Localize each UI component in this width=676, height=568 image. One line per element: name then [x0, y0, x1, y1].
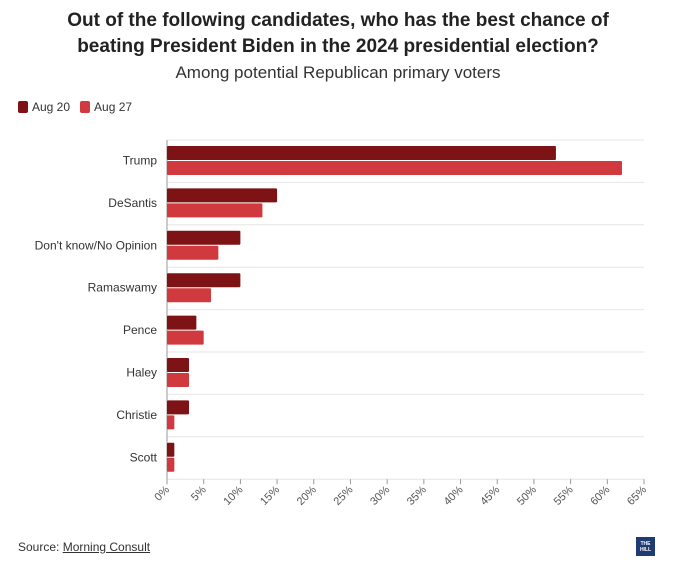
bar — [167, 330, 204, 345]
x-tick-label: 40% — [442, 484, 466, 508]
bar — [167, 161, 622, 175]
legend-item-aug27: Aug 27 — [80, 100, 132, 114]
category-label: Pence — [123, 323, 157, 337]
chart-title-line-1: Out of the following candidates, who has… — [67, 10, 609, 31]
x-tick-label: 0% — [152, 484, 172, 504]
the-hill-logo: THE HILL — [636, 537, 655, 556]
x-tick-label: 10% — [221, 484, 245, 508]
x-tick-label: 30% — [368, 484, 392, 508]
source-note: Source: Morning Consult — [18, 540, 150, 554]
bar — [167, 230, 241, 245]
legend-label-aug20: Aug 20 — [32, 100, 71, 114]
legend-item-aug20: Aug 20 — [18, 100, 70, 114]
bar — [167, 442, 175, 457]
source-link[interactable]: Morning Consult — [62, 540, 151, 554]
legend-swatch-aug20 — [18, 101, 28, 113]
bar — [167, 415, 175, 430]
chart-title-line-2: beating President Biden in the 2024 pres… — [77, 36, 599, 57]
bar — [167, 315, 197, 330]
chart-legend: Aug 20 Aug 27 — [18, 100, 132, 114]
bar — [167, 245, 219, 260]
bar — [167, 358, 190, 372]
source-prefix: Source: — [18, 540, 63, 554]
bar — [167, 188, 278, 203]
x-tick-label: 50% — [515, 484, 539, 508]
category-label: Christie — [116, 408, 157, 422]
category-label: Don't know/No Opinion — [35, 238, 157, 252]
chart-title: Out of the following candidates, who has… — [0, 8, 676, 60]
x-tick-label: 60% — [588, 484, 612, 508]
bar — [167, 457, 175, 472]
bar — [167, 273, 241, 288]
bar — [167, 373, 190, 387]
x-tick-label: 45% — [478, 484, 502, 508]
category-label: DeSantis — [108, 196, 157, 210]
legend-swatch-aug27 — [80, 101, 91, 113]
category-label: Ramaswamy — [88, 281, 157, 295]
x-tick-label: 25% — [332, 484, 356, 508]
x-tick-label: 5% — [189, 484, 209, 504]
x-tick-label: 15% — [258, 484, 282, 508]
bar — [167, 203, 263, 218]
bar — [167, 146, 556, 160]
category-label: Trump — [123, 154, 158, 168]
bar — [167, 288, 212, 303]
category-label: Scott — [130, 450, 158, 464]
legend-label-aug27: Aug 27 — [94, 100, 133, 114]
x-tick-label: 20% — [295, 484, 319, 508]
chart-subtitle: Among potential Republican primary voter… — [175, 63, 501, 82]
category-label: Haley — [126, 366, 157, 380]
bar — [167, 400, 190, 415]
x-tick-label: 55% — [552, 484, 576, 508]
x-tick-label: 65% — [625, 484, 649, 508]
x-tick-label: 35% — [405, 484, 429, 508]
